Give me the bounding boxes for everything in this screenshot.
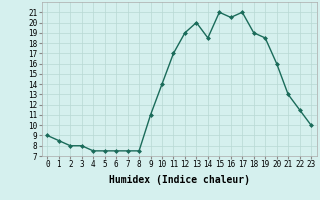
X-axis label: Humidex (Indice chaleur): Humidex (Indice chaleur) [109,175,250,185]
